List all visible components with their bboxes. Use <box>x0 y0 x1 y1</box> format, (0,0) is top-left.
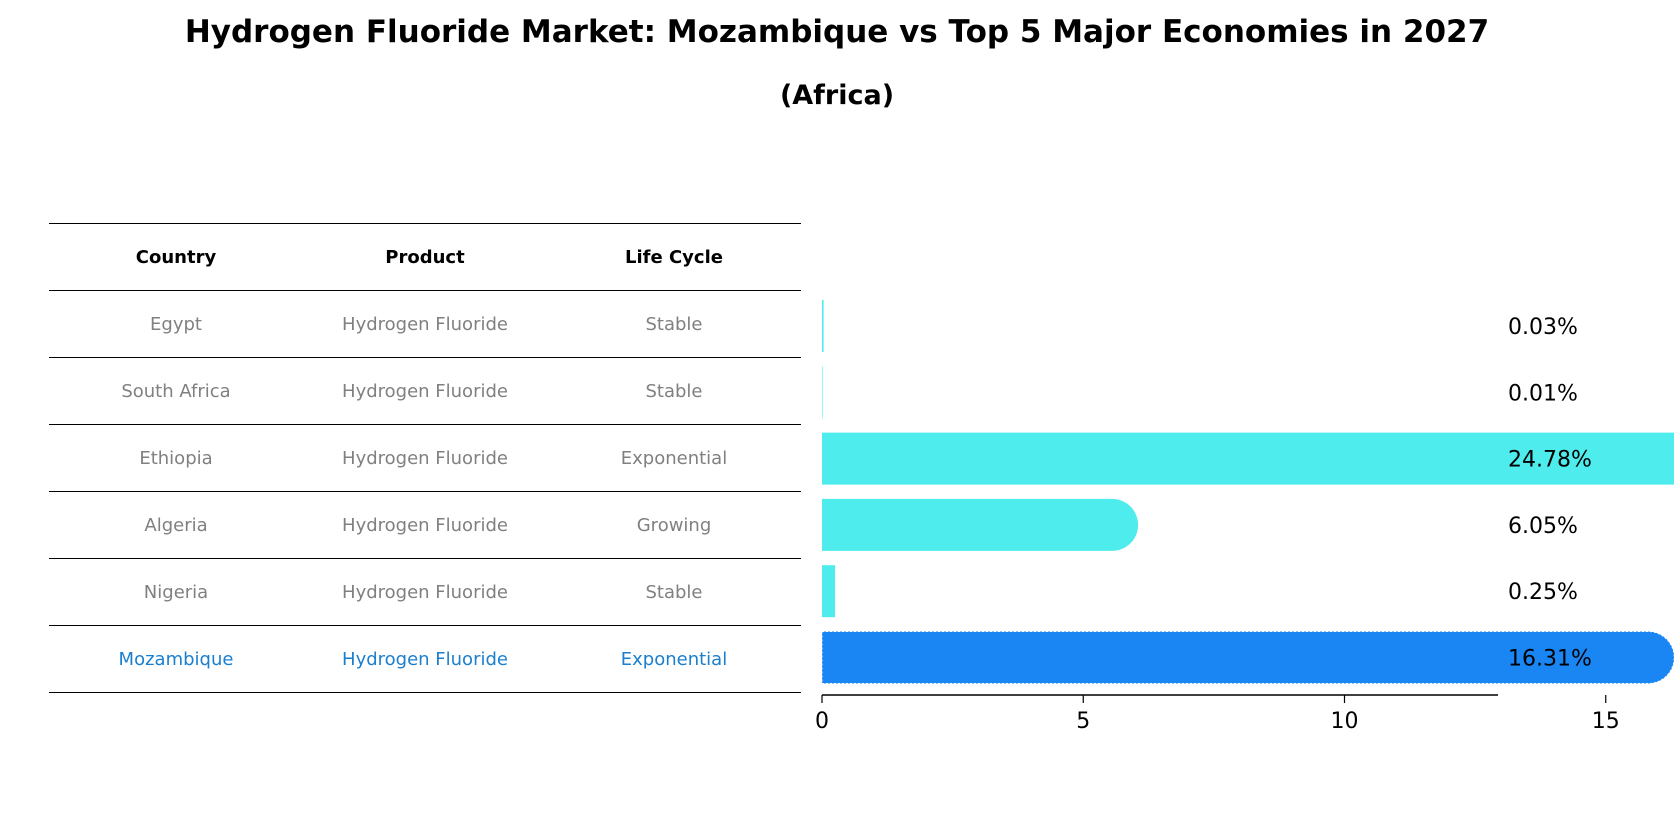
value-label: 24.78% <box>1508 448 1592 473</box>
value-label: 16.31% <box>1508 647 1592 672</box>
x-tick-label: 5 <box>1076 709 1090 734</box>
header-life-cycle: Life Cycle <box>547 223 801 291</box>
cell-life-cycle: Stable <box>547 357 801 425</box>
bar <box>822 498 1139 551</box>
cell-country: Algeria <box>49 491 303 559</box>
cell-product: Hydrogen Fluoride <box>303 625 547 693</box>
cell-life-cycle: Stable <box>547 290 801 358</box>
x-tick-label: 0 <box>815 709 829 734</box>
cell-product: Hydrogen Fluoride <box>303 357 547 425</box>
chart-title: Hydrogen Fluoride Market: Mozambique vs … <box>184 14 1490 50</box>
bar <box>822 565 836 618</box>
cell-product: Hydrogen Fluoride <box>303 491 547 559</box>
cell-life-cycle: Growing <box>547 491 801 559</box>
bar <box>822 432 1674 485</box>
chart-subtitle: (Africa) <box>779 80 895 111</box>
cell-life-cycle: Exponential <box>547 424 801 492</box>
value-label: 6.05% <box>1508 514 1578 539</box>
cell-product: Hydrogen Fluoride <box>303 424 547 492</box>
table-row: Algeria Hydrogen Fluoride Growing <box>49 491 801 559</box>
table-row: South Africa Hydrogen Fluoride Stable <box>49 357 801 425</box>
table-row: Nigeria Hydrogen Fluoride Stable <box>49 558 801 626</box>
cell-product: Hydrogen Fluoride <box>303 290 547 358</box>
header-product: Product <box>303 223 547 291</box>
value-label: 0.01% <box>1508 381 1578 406</box>
value-label: 0.25% <box>1508 580 1578 605</box>
header-country: Country <box>49 223 303 291</box>
bar <box>821 631 1674 684</box>
cell-country: Mozambique <box>49 625 303 693</box>
table-row: Egypt Hydrogen Fluoride Stable <box>49 290 801 358</box>
data-table: Country Product Life Cycle Egypt Hydroge… <box>49 223 801 693</box>
cell-country: Ethiopia <box>49 424 303 492</box>
table-row-highlight: Mozambique Hydrogen Fluoride Exponential <box>49 625 801 693</box>
table-row: Ethiopia Hydrogen Fluoride Exponential <box>49 424 801 492</box>
x-tick-label: 15 <box>1592 709 1620 734</box>
table-header-row: Country Product Life Cycle <box>49 223 801 291</box>
bar <box>822 366 823 419</box>
x-tick-label: 10 <box>1331 709 1359 734</box>
cell-country: Egypt <box>49 290 303 358</box>
bar <box>822 300 824 352</box>
cell-country: Nigeria <box>49 558 303 626</box>
value-label: 0.03% <box>1508 315 1578 340</box>
cell-country: South Africa <box>49 357 303 425</box>
cell-life-cycle: Exponential <box>547 625 801 693</box>
cell-life-cycle: Stable <box>547 558 801 626</box>
